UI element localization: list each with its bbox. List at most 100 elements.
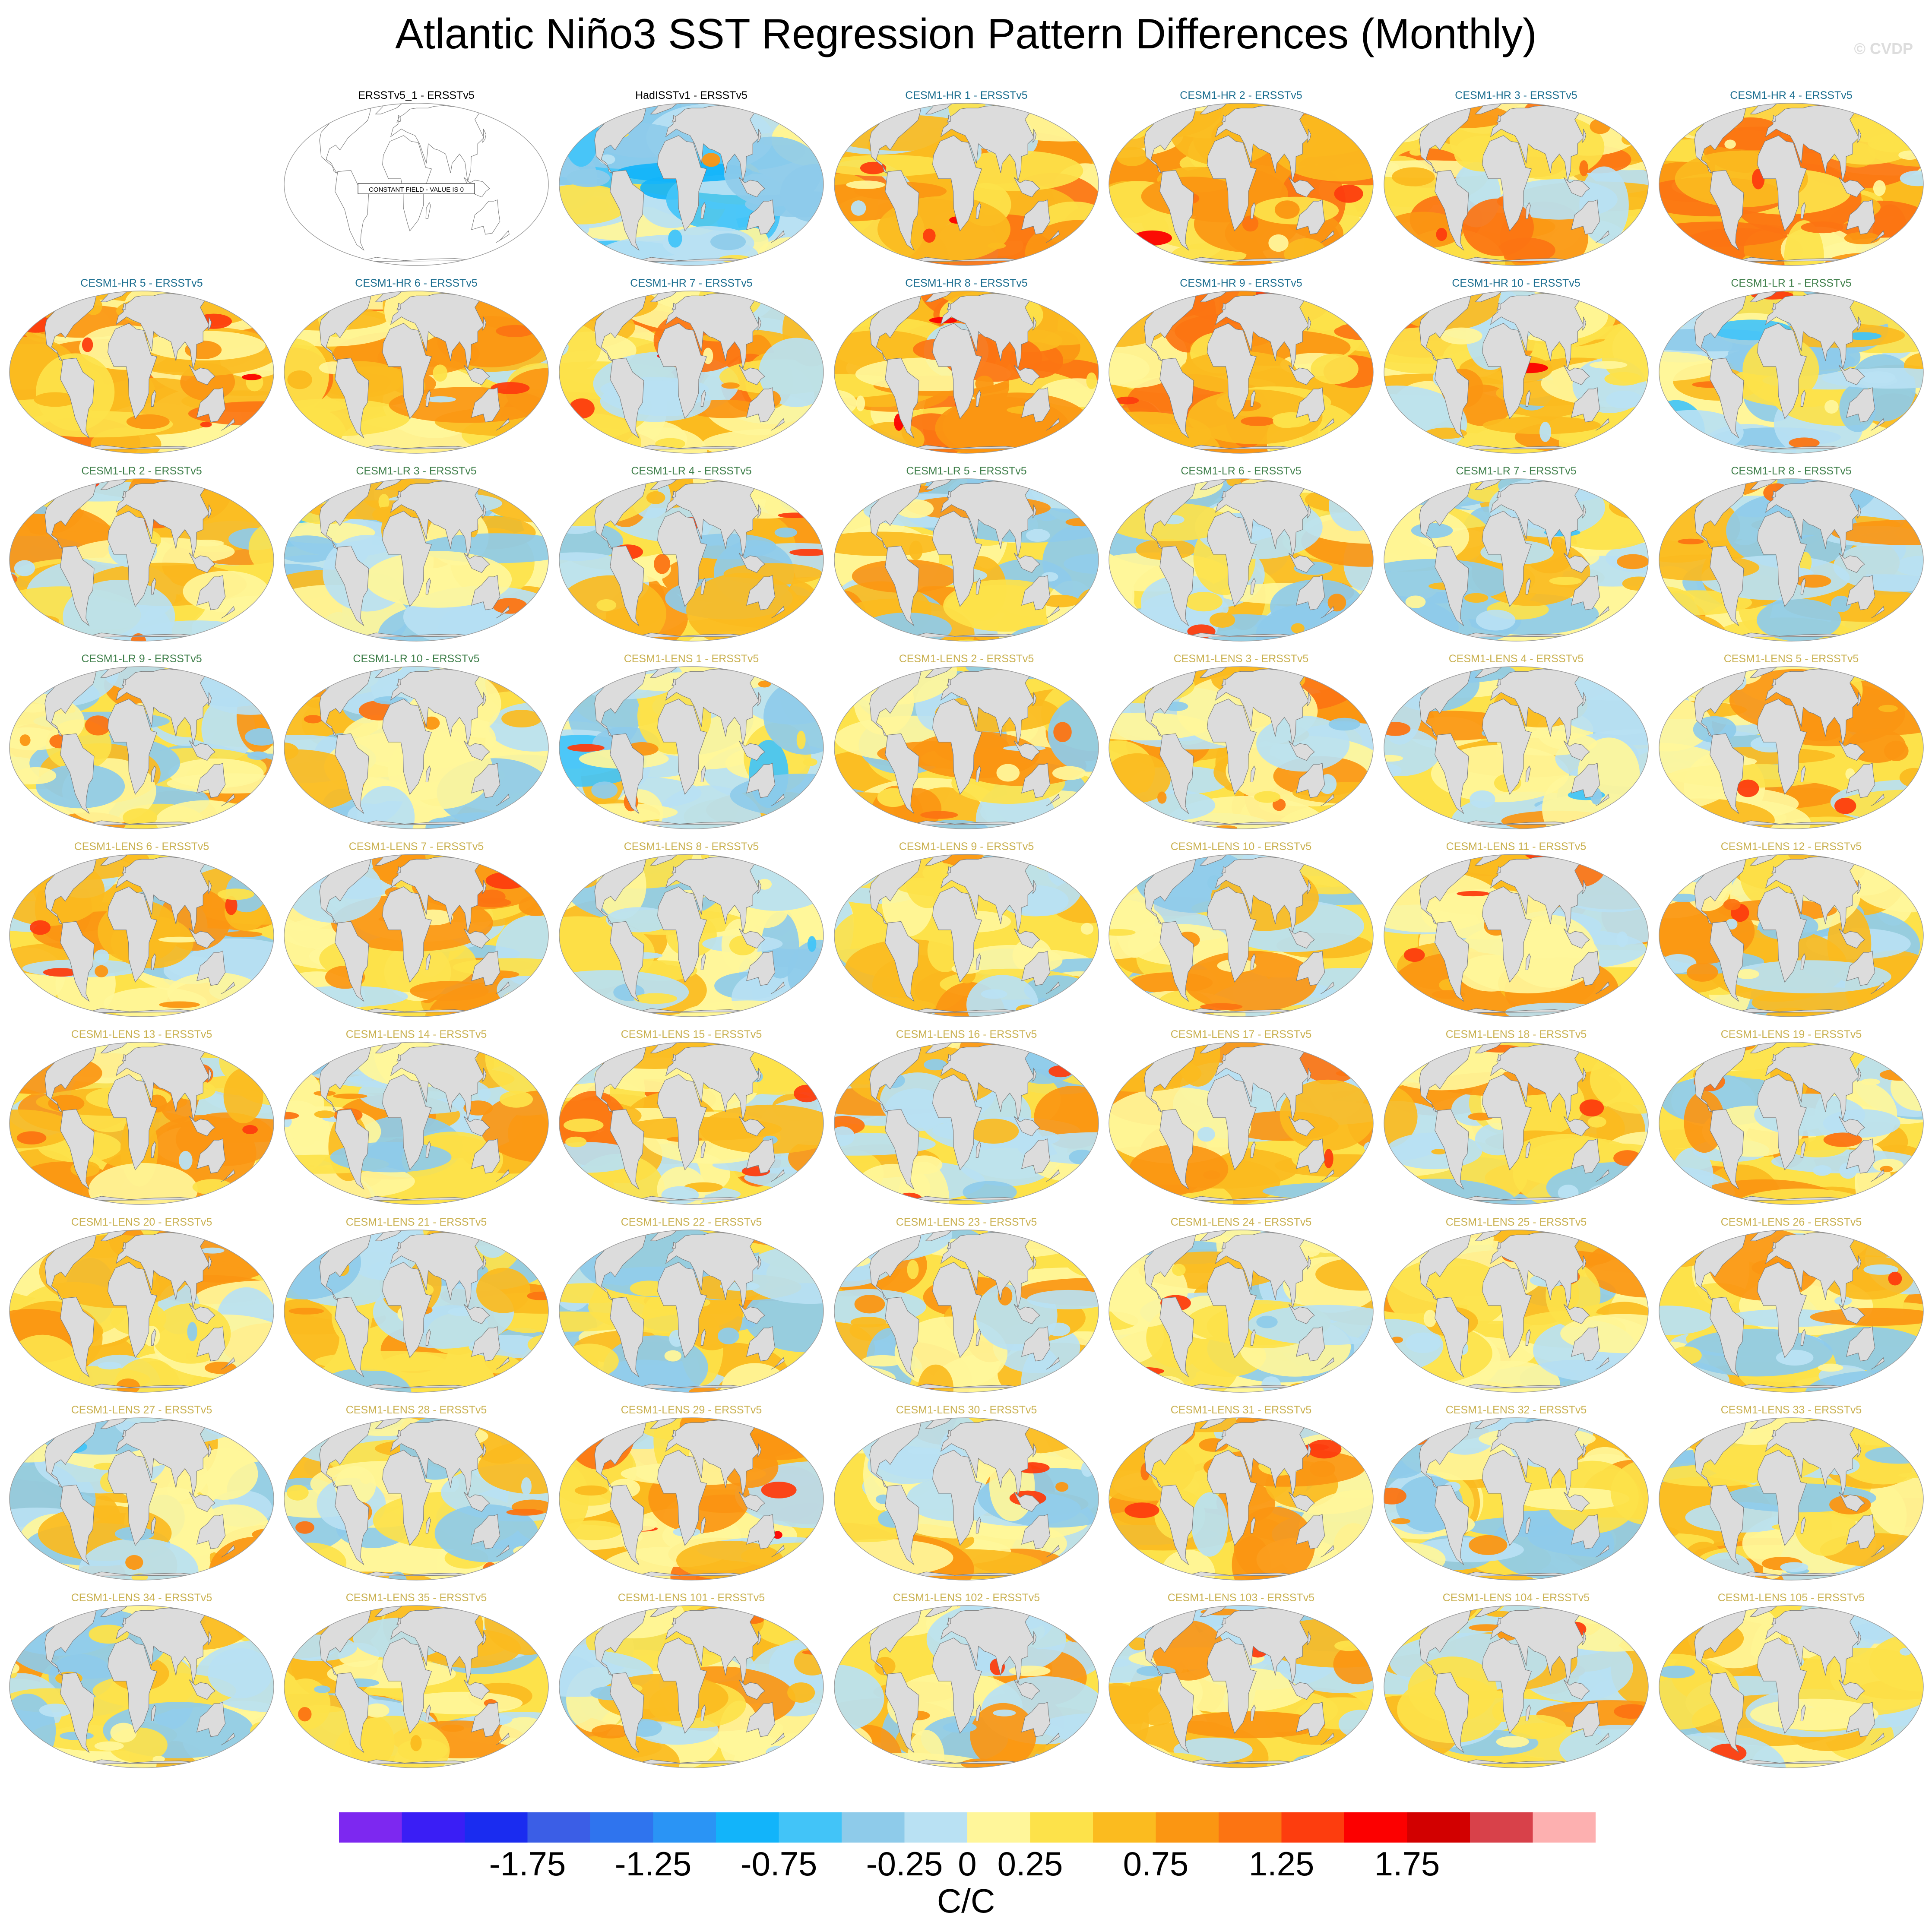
- coastline-japan: [1857, 1068, 1862, 1082]
- panel-title: CESM1-LR 1 - ERSSTv5: [1731, 277, 1852, 289]
- coastline-japan: [482, 1443, 487, 1457]
- world-map: [559, 1417, 824, 1581]
- coastline-madagascar: [1250, 390, 1256, 407]
- constant-field-note: CONSTANT FIELD - VALUE IS 0: [369, 186, 464, 193]
- map-panel: CESM1-HR 2 - ERSSTv5: [1104, 89, 1378, 273]
- coastline-uk: [396, 678, 401, 686]
- land-mask: [1694, 1230, 1884, 1392]
- map-panel: CESM1-LR 2 - ERSSTv5: [4, 464, 279, 649]
- land-mask: [1144, 1230, 1334, 1392]
- coastline-south-america: [1710, 170, 1744, 251]
- map-border: [9, 1042, 274, 1205]
- coastline-madagascar: [1250, 578, 1256, 595]
- coastline-north-america: [1144, 1609, 1196, 1676]
- coastline-europe-asia: [940, 1608, 1035, 1684]
- world-map: [284, 854, 549, 1017]
- coastline-indonesia: [738, 740, 765, 761]
- world-map: [284, 1605, 549, 1768]
- coastline-north-america: [1694, 1421, 1746, 1489]
- coastline-north-america: [44, 858, 97, 925]
- map-panel: CESM1-LENS 15 - ERSSTv5: [554, 1027, 829, 1212]
- panel-title: CESM1-LENS 10 - ERSSTv5: [1170, 841, 1312, 853]
- land-mask: [1694, 667, 1884, 829]
- coastline-north-america: [319, 107, 371, 174]
- map-border: [9, 666, 274, 829]
- coastline-japan: [207, 880, 212, 894]
- coastline-japan: [1307, 880, 1311, 894]
- coastline-madagascar: [425, 202, 431, 219]
- coastline-uk: [396, 490, 401, 498]
- coastline-indonesia: [1014, 1679, 1040, 1700]
- coastline-europe-asia: [1490, 105, 1584, 182]
- map-border: [559, 666, 824, 829]
- coastline-japan: [207, 1631, 212, 1645]
- coastline-europe-asia: [390, 669, 485, 745]
- map-border: [1109, 1417, 1374, 1581]
- colorbar-swatch: [716, 1812, 779, 1843]
- coastline-new-zealand: [1320, 606, 1334, 619]
- coastline-north-america: [594, 1421, 646, 1489]
- coastline-europe-asia: [1765, 105, 1859, 182]
- coastline-africa: [1482, 1450, 1532, 1546]
- coastline-uk: [122, 490, 126, 498]
- coastline-north-america: [1694, 1046, 1746, 1113]
- panel-title: CESM1-LENS 33 - ERSSTv5: [1720, 1404, 1862, 1416]
- coastline-europe-asia: [940, 857, 1035, 933]
- coastline-africa: [657, 1637, 707, 1734]
- map-border: [1384, 854, 1649, 1017]
- coastline-new-zealand: [1870, 793, 1884, 806]
- world-map: [1109, 1605, 1374, 1768]
- coastline-new-zealand: [1045, 1545, 1060, 1558]
- world-map: [1659, 103, 1924, 266]
- coastline-madagascar: [700, 765, 706, 783]
- world-map: [1384, 1042, 1649, 1205]
- map-panel: CESM1-LENS 102 - ERSSTv5: [829, 1591, 1104, 1776]
- panel-title: CESM1-LENS 13 - ERSSTv5: [71, 1028, 212, 1040]
- coastline-africa: [1207, 699, 1257, 795]
- panel-title: CESM1-LENS 27 - ERSSTv5: [71, 1404, 212, 1416]
- coastline-new-zealand: [770, 793, 785, 806]
- world-map: [559, 1230, 824, 1393]
- coastline-australia: [471, 1138, 500, 1174]
- map-panel: CESM1-LR 10 - ERSSTv5: [279, 652, 554, 837]
- coastline-japan: [1582, 1068, 1587, 1082]
- coastline-south-america: [1159, 170, 1194, 251]
- coastline-indonesia: [1288, 740, 1315, 761]
- coastline-japan: [1307, 1255, 1311, 1270]
- map-border: [284, 854, 549, 1017]
- coastline-africa: [1207, 1262, 1257, 1358]
- coastline-australia: [1571, 763, 1600, 798]
- coastline-indonesia: [1563, 740, 1590, 761]
- coastline-madagascar: [1250, 1329, 1256, 1346]
- coastline-uk: [1221, 678, 1226, 686]
- coastline-south-america: [335, 357, 369, 439]
- world-map: [1384, 854, 1649, 1017]
- coastline-europe-asia: [1215, 1232, 1309, 1309]
- coastline-uk: [1496, 1054, 1501, 1062]
- world-map: [1109, 478, 1374, 642]
- colorbar-tick-label: -0.25: [866, 1845, 943, 1883]
- coastline-japan: [1307, 316, 1311, 331]
- coastline-madagascar: [976, 1329, 981, 1346]
- map-panel: CESM1-LENS 14 - ERSSTv5: [279, 1027, 554, 1212]
- coastline-new-zealand: [221, 793, 235, 806]
- coastline-north-america: [594, 1046, 646, 1113]
- world-map: [9, 854, 274, 1017]
- map-border: [1109, 478, 1374, 642]
- coastline-indonesia: [1563, 177, 1590, 198]
- world-map: [1384, 666, 1649, 829]
- colorbar-tick-label: 0.75: [1123, 1845, 1189, 1883]
- land-mask: [1694, 854, 1884, 1017]
- coastline-madagascar: [1250, 953, 1256, 970]
- colorbar-tick-label: -1.25: [614, 1845, 692, 1883]
- panel-title: CESM1-LENS 17 - ERSSTv5: [1170, 1028, 1312, 1040]
- coastline-africa: [108, 1262, 158, 1358]
- coastline-madagascar: [700, 390, 706, 407]
- coastline-africa: [657, 323, 707, 419]
- coastline-north-america: [319, 670, 371, 737]
- coastline-madagascar: [1525, 1141, 1531, 1158]
- coastline-uk: [947, 115, 951, 123]
- coastline-africa: [932, 1262, 982, 1358]
- coastline-north-america: [1144, 294, 1196, 362]
- coastline-south-america: [60, 733, 95, 814]
